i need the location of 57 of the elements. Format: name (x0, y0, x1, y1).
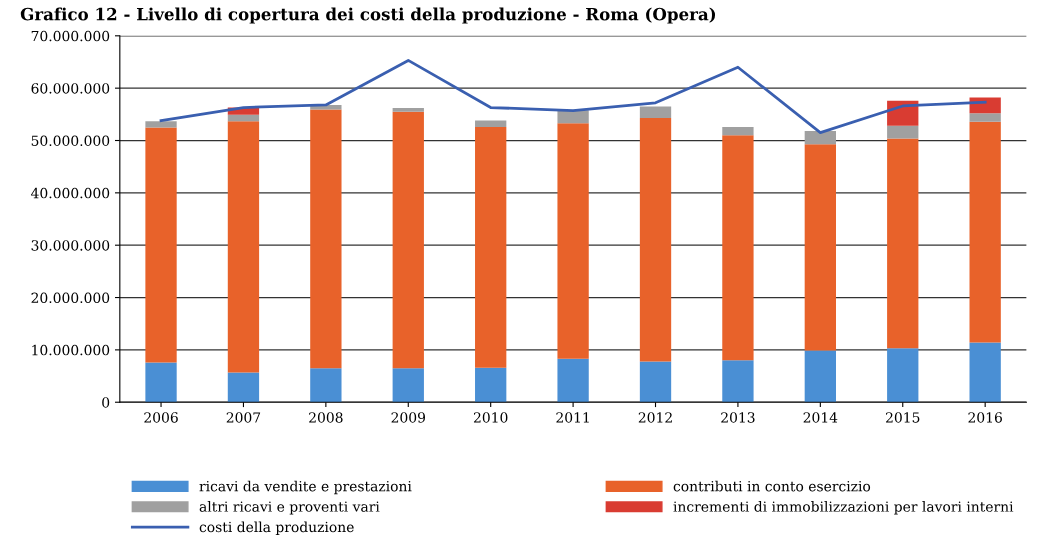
legend-label: contributi in conto esercizio (673, 480, 871, 492)
y-tick-label: 40.000.000 (31, 187, 110, 199)
bar (969, 121, 1001, 343)
bar (310, 109, 342, 369)
x-tick-label: 2016 (968, 412, 1002, 423)
bar (227, 372, 260, 403)
bar (145, 121, 177, 128)
bar (887, 348, 919, 403)
bar (557, 358, 589, 403)
bar (969, 113, 1001, 122)
bar (392, 111, 424, 369)
bar (887, 138, 919, 349)
y-tick-label: 0 (102, 397, 110, 408)
bar (392, 368, 424, 403)
bar (722, 360, 754, 403)
bar (392, 108, 424, 112)
x-tick-label: 2014 (803, 412, 838, 423)
bar (475, 120, 507, 127)
x-tick-label: 2009 (391, 412, 426, 423)
chart-title: Grafico 12 - Livello di copertura dei costi della produzione - Roma (Opera) (20, 7, 716, 24)
bar (969, 342, 1001, 403)
bar (639, 118, 672, 362)
x-tick-label: 2015 (886, 412, 920, 423)
x-tick-label: 2010 (473, 412, 508, 423)
legend-label: incrementi di immobilizzazioni per lavori interni (673, 501, 1014, 515)
bar (227, 121, 260, 373)
bar (475, 126, 507, 368)
bar (804, 144, 836, 351)
legend-label: costi della produzione (199, 521, 354, 535)
bar (722, 126, 754, 136)
y-tick-label: 50.000.000 (31, 135, 110, 146)
y-tick-label: 70.000.000 (31, 30, 110, 42)
bar (639, 106, 672, 118)
bar (804, 131, 836, 145)
y-tick-label: 20.000.000 (31, 292, 110, 304)
line-series (159, 59, 987, 135)
x-tick-label: 2013 (721, 412, 755, 423)
y-tick-label: 30.000.000 (31, 240, 110, 251)
y-tick-label: 10.000.000 (32, 344, 110, 356)
bar (804, 350, 836, 403)
bar (639, 361, 672, 403)
bar (227, 114, 260, 122)
bar (475, 367, 507, 403)
x-tick-label: 2012 (638, 412, 672, 423)
bar (310, 368, 342, 403)
x-tick-label: 2006 (144, 412, 178, 423)
x-tick-label: 2008 (309, 412, 343, 423)
bar (557, 123, 589, 359)
y-tick-label: 60.000.000 (31, 83, 110, 94)
x-tick-label: 2007 (226, 412, 261, 423)
bar (887, 125, 919, 139)
bar (145, 127, 177, 363)
bar (722, 135, 754, 361)
legend-label: altri ricavi e proventi vari (199, 501, 380, 515)
bar (145, 362, 177, 403)
x-tick-label: 2011 (556, 412, 589, 423)
legend-label: ricavi da vendite e prestazioni (199, 480, 412, 495)
